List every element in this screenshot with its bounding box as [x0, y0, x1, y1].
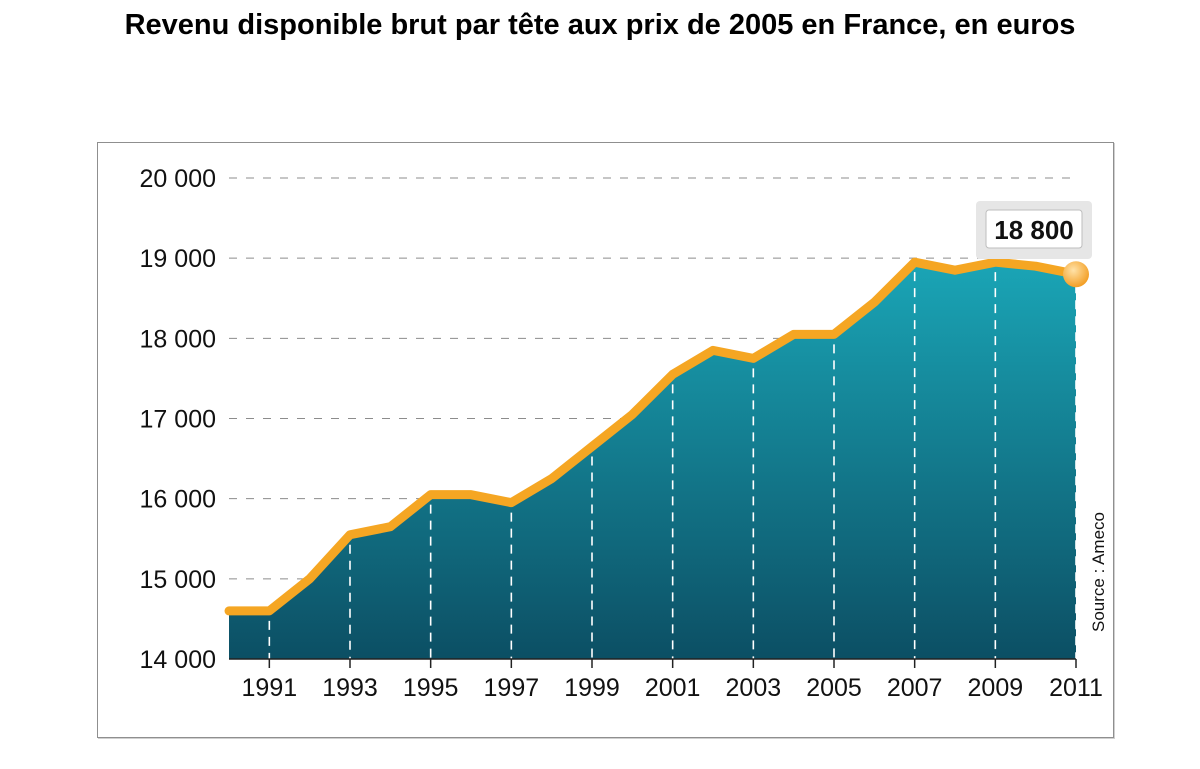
data-point-1992 [306, 575, 314, 583]
source-note: Source : Ameco [1089, 512, 1108, 632]
x-tick-label: 1991 [242, 674, 298, 702]
y-tick-label: 16 000 [140, 486, 216, 514]
series-line [224, 257, 1081, 616]
data-point-2000 [628, 410, 636, 418]
y-axis-ticks: 14 000 15 000 16 000 17 000 18 000 19 000 20 0… [140, 165, 216, 674]
x-tick-label: 2007 [887, 674, 943, 702]
x-tick-label: 2001 [645, 674, 701, 702]
x-tick-label: 2011 [1049, 674, 1103, 702]
chart-title: Revenu disponible brut par tête aux prix… [124, 9, 1076, 41]
data-point-1996 [467, 491, 475, 499]
y-tick-label: 14 000 [140, 646, 216, 674]
x-tick-label: 1999 [564, 674, 620, 702]
data-point-2001 [669, 370, 677, 378]
y-tick-label: 15 000 [140, 566, 216, 594]
y-tick-label: 20 000 [140, 165, 216, 193]
data-point-1991 [265, 607, 273, 615]
data-point-2007 [911, 258, 919, 266]
end-value-callout: 18 800 [976, 201, 1092, 259]
y-tick-label: 19 000 [140, 245, 216, 273]
x-tick-label: 1997 [484, 674, 540, 702]
x-tick-label: 1993 [322, 674, 378, 702]
data-point-1990 [225, 607, 233, 615]
data-point-1997 [507, 499, 515, 507]
data-point-1998 [548, 475, 556, 483]
y-tick-label: 18 000 [140, 325, 216, 353]
x-axis-ticks: 1991 1993 1995 1997 1999 2001 2003 2005 2007 2009… [242, 659, 1103, 702]
data-point-2005 [830, 330, 838, 338]
data-point-2004 [790, 330, 798, 338]
data-point-2003 [749, 354, 757, 362]
data-point-2008 [951, 266, 959, 274]
x-tick-label: 1995 [403, 674, 459, 702]
data-point-2002 [709, 346, 717, 354]
area-fill [229, 262, 1076, 659]
data-point-1995 [427, 491, 435, 499]
callout-label: 18 800 [994, 215, 1074, 245]
y-tick-label: 17 000 [140, 406, 216, 434]
x-tick-label: 2003 [726, 674, 782, 702]
data-point-2006 [870, 298, 878, 306]
x-tick-label: 2009 [968, 674, 1024, 702]
end-point-marker [1063, 261, 1089, 288]
x-tick-label: 2005 [806, 674, 862, 702]
data-point-1993 [346, 531, 354, 539]
vertical-gridlines [268, 272, 1077, 659]
data-point-2009 [991, 258, 999, 266]
data-points [225, 258, 1080, 615]
data-point-2010 [1032, 262, 1040, 270]
data-point-1999 [588, 443, 596, 451]
data-point-1994 [386, 523, 394, 531]
